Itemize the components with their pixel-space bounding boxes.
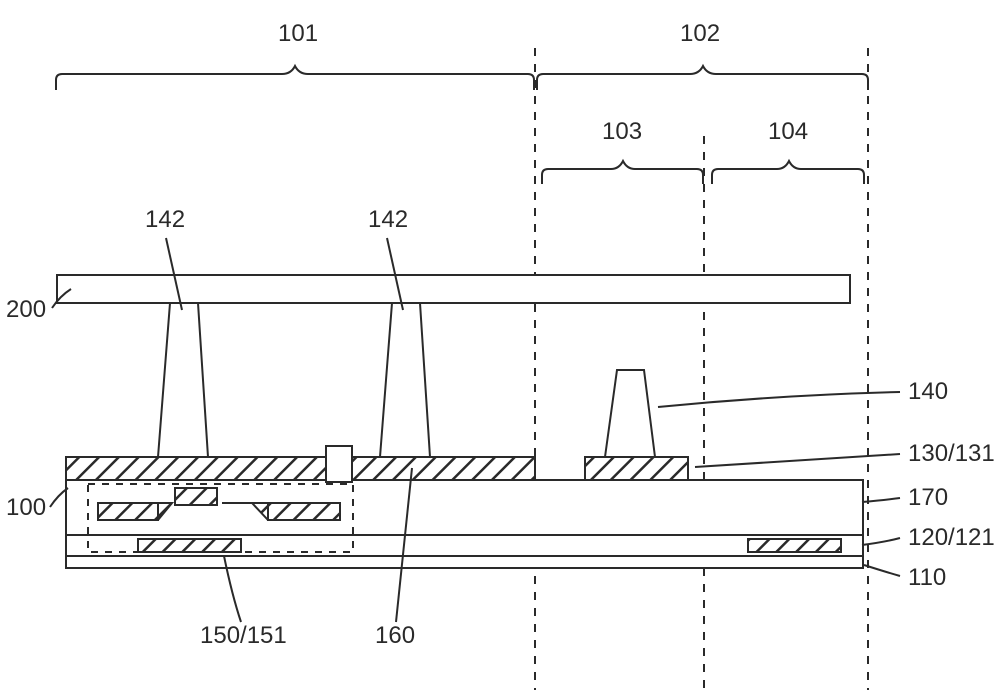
label-110: 110 <box>908 564 946 592</box>
label-101: 101 <box>278 20 318 48</box>
diagram-svg <box>0 0 1000 697</box>
connector-160 <box>326 446 352 482</box>
label-140: 140 <box>908 378 948 406</box>
hatched-120 <box>748 539 841 552</box>
label-130-131: 130/131 <box>908 440 995 468</box>
label-102: 102 <box>680 20 720 48</box>
top-braces <box>56 66 868 184</box>
label-150-151: 150/151 <box>200 622 287 650</box>
label-160: 160 <box>375 622 415 650</box>
label-104: 104 <box>768 118 808 146</box>
dashed-dividers <box>535 48 868 690</box>
label-170: 170 <box>908 484 948 512</box>
hatched-130 <box>66 457 688 480</box>
label-200: 200 <box>6 296 46 324</box>
label-103: 103 <box>602 118 642 146</box>
label-142-a: 142 <box>145 206 185 234</box>
label-142-b: 142 <box>368 206 408 234</box>
label-100: 100 <box>6 494 46 522</box>
trapezoids <box>158 303 655 457</box>
label-120-121: 120/121 <box>908 524 995 552</box>
